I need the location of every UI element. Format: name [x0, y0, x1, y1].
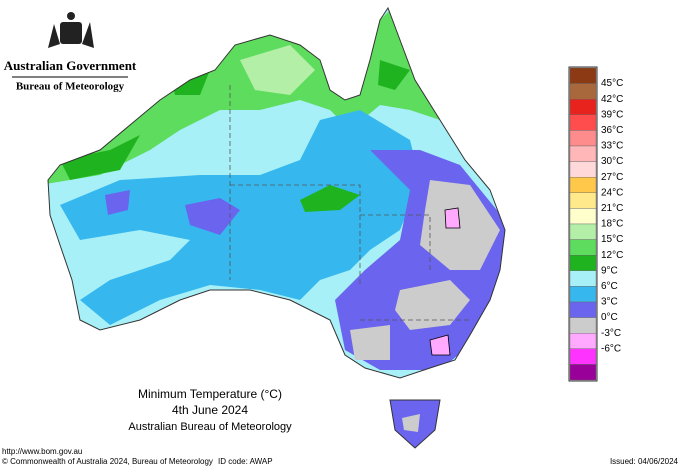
legend-label: 33°C [601, 141, 623, 152]
legend-label: 27°C [601, 172, 623, 183]
state-borders [229, 85, 470, 321]
legend-label: 0°C [601, 312, 618, 323]
legend-label: 30°C [601, 156, 623, 167]
zone-minus-3 [429, 207, 461, 356]
legend-label: 42°C [601, 94, 623, 105]
legend-label: 9°C [601, 265, 618, 276]
zone-12 [300, 185, 360, 212]
legend-label: 24°C [601, 187, 623, 198]
legend-label: 3°C [601, 297, 618, 308]
legend-swatch [569, 301, 597, 318]
legend-swatch [569, 145, 597, 162]
legend-label: 6°C [601, 281, 618, 292]
legend-label: 12°C [601, 250, 623, 261]
id-code: ID code: AWAP [218, 457, 273, 466]
legend-swatch [569, 192, 597, 209]
legend-swatch [569, 239, 597, 256]
legend-swatch [569, 333, 597, 350]
legend-frame [568, 66, 598, 382]
issued: Issued: 04/06/2024 [610, 457, 679, 466]
legend-swatch [569, 286, 597, 303]
url: http://www.bom.gov.au [2, 447, 82, 456]
legend-swatch [569, 270, 597, 287]
legend-label: 45°C [601, 78, 623, 89]
zone-12 [60, 60, 410, 180]
coat-of-arms [48, 12, 94, 48]
government-name: Australian Government [4, 58, 137, 73]
map-date: 4th June 2024 [172, 403, 248, 417]
legend-swatch [569, 317, 597, 334]
agency-name: Bureau of Meteorology [16, 81, 125, 93]
legend-label: 15°C [601, 234, 623, 245]
legend-swatch [569, 161, 597, 178]
legend-label: 36°C [601, 125, 623, 136]
legend-swatch [569, 223, 597, 240]
legend-swatch [569, 176, 597, 193]
supporters [48, 22, 94, 48]
zone-0 [350, 180, 500, 360]
legend-swatch [569, 67, 597, 84]
legend-label: 18°C [601, 219, 623, 230]
legend: 45°C 42°C 39°C 36°C 33°C 30°C 27°C 24°C 21°C 18°C… [568, 66, 623, 382]
tasmania-zone-0 [402, 414, 420, 432]
legend-swatch [569, 208, 597, 225]
legend-swatch [569, 98, 597, 115]
legend-swatch [569, 364, 597, 381]
map-source: Australian Bureau of Meteorology [128, 421, 292, 433]
zone-18 [240, 45, 315, 95]
legend-label: 21°C [601, 203, 623, 214]
zone-6 [60, 110, 420, 325]
star [67, 12, 75, 20]
map-title: Minimum Temperature (°C) [138, 387, 282, 401]
shield [60, 22, 82, 44]
legend-swatch [569, 254, 597, 271]
legend-label: 39°C [601, 109, 623, 120]
copyright: © Commonwealth of Australia 2024, Bureau… [2, 457, 213, 466]
zone-3 [105, 190, 240, 235]
legend-label: -3°C [601, 328, 621, 339]
legend-swatch [569, 130, 597, 147]
legend-label: -6°C [601, 343, 621, 354]
legend-swatch [569, 114, 597, 131]
coastline [47, 6, 506, 379]
legend-swatch [569, 83, 597, 100]
legend-swatch [569, 348, 597, 365]
